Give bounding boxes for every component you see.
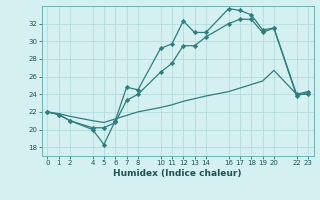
X-axis label: Humidex (Indice chaleur): Humidex (Indice chaleur) (113, 169, 242, 178)
